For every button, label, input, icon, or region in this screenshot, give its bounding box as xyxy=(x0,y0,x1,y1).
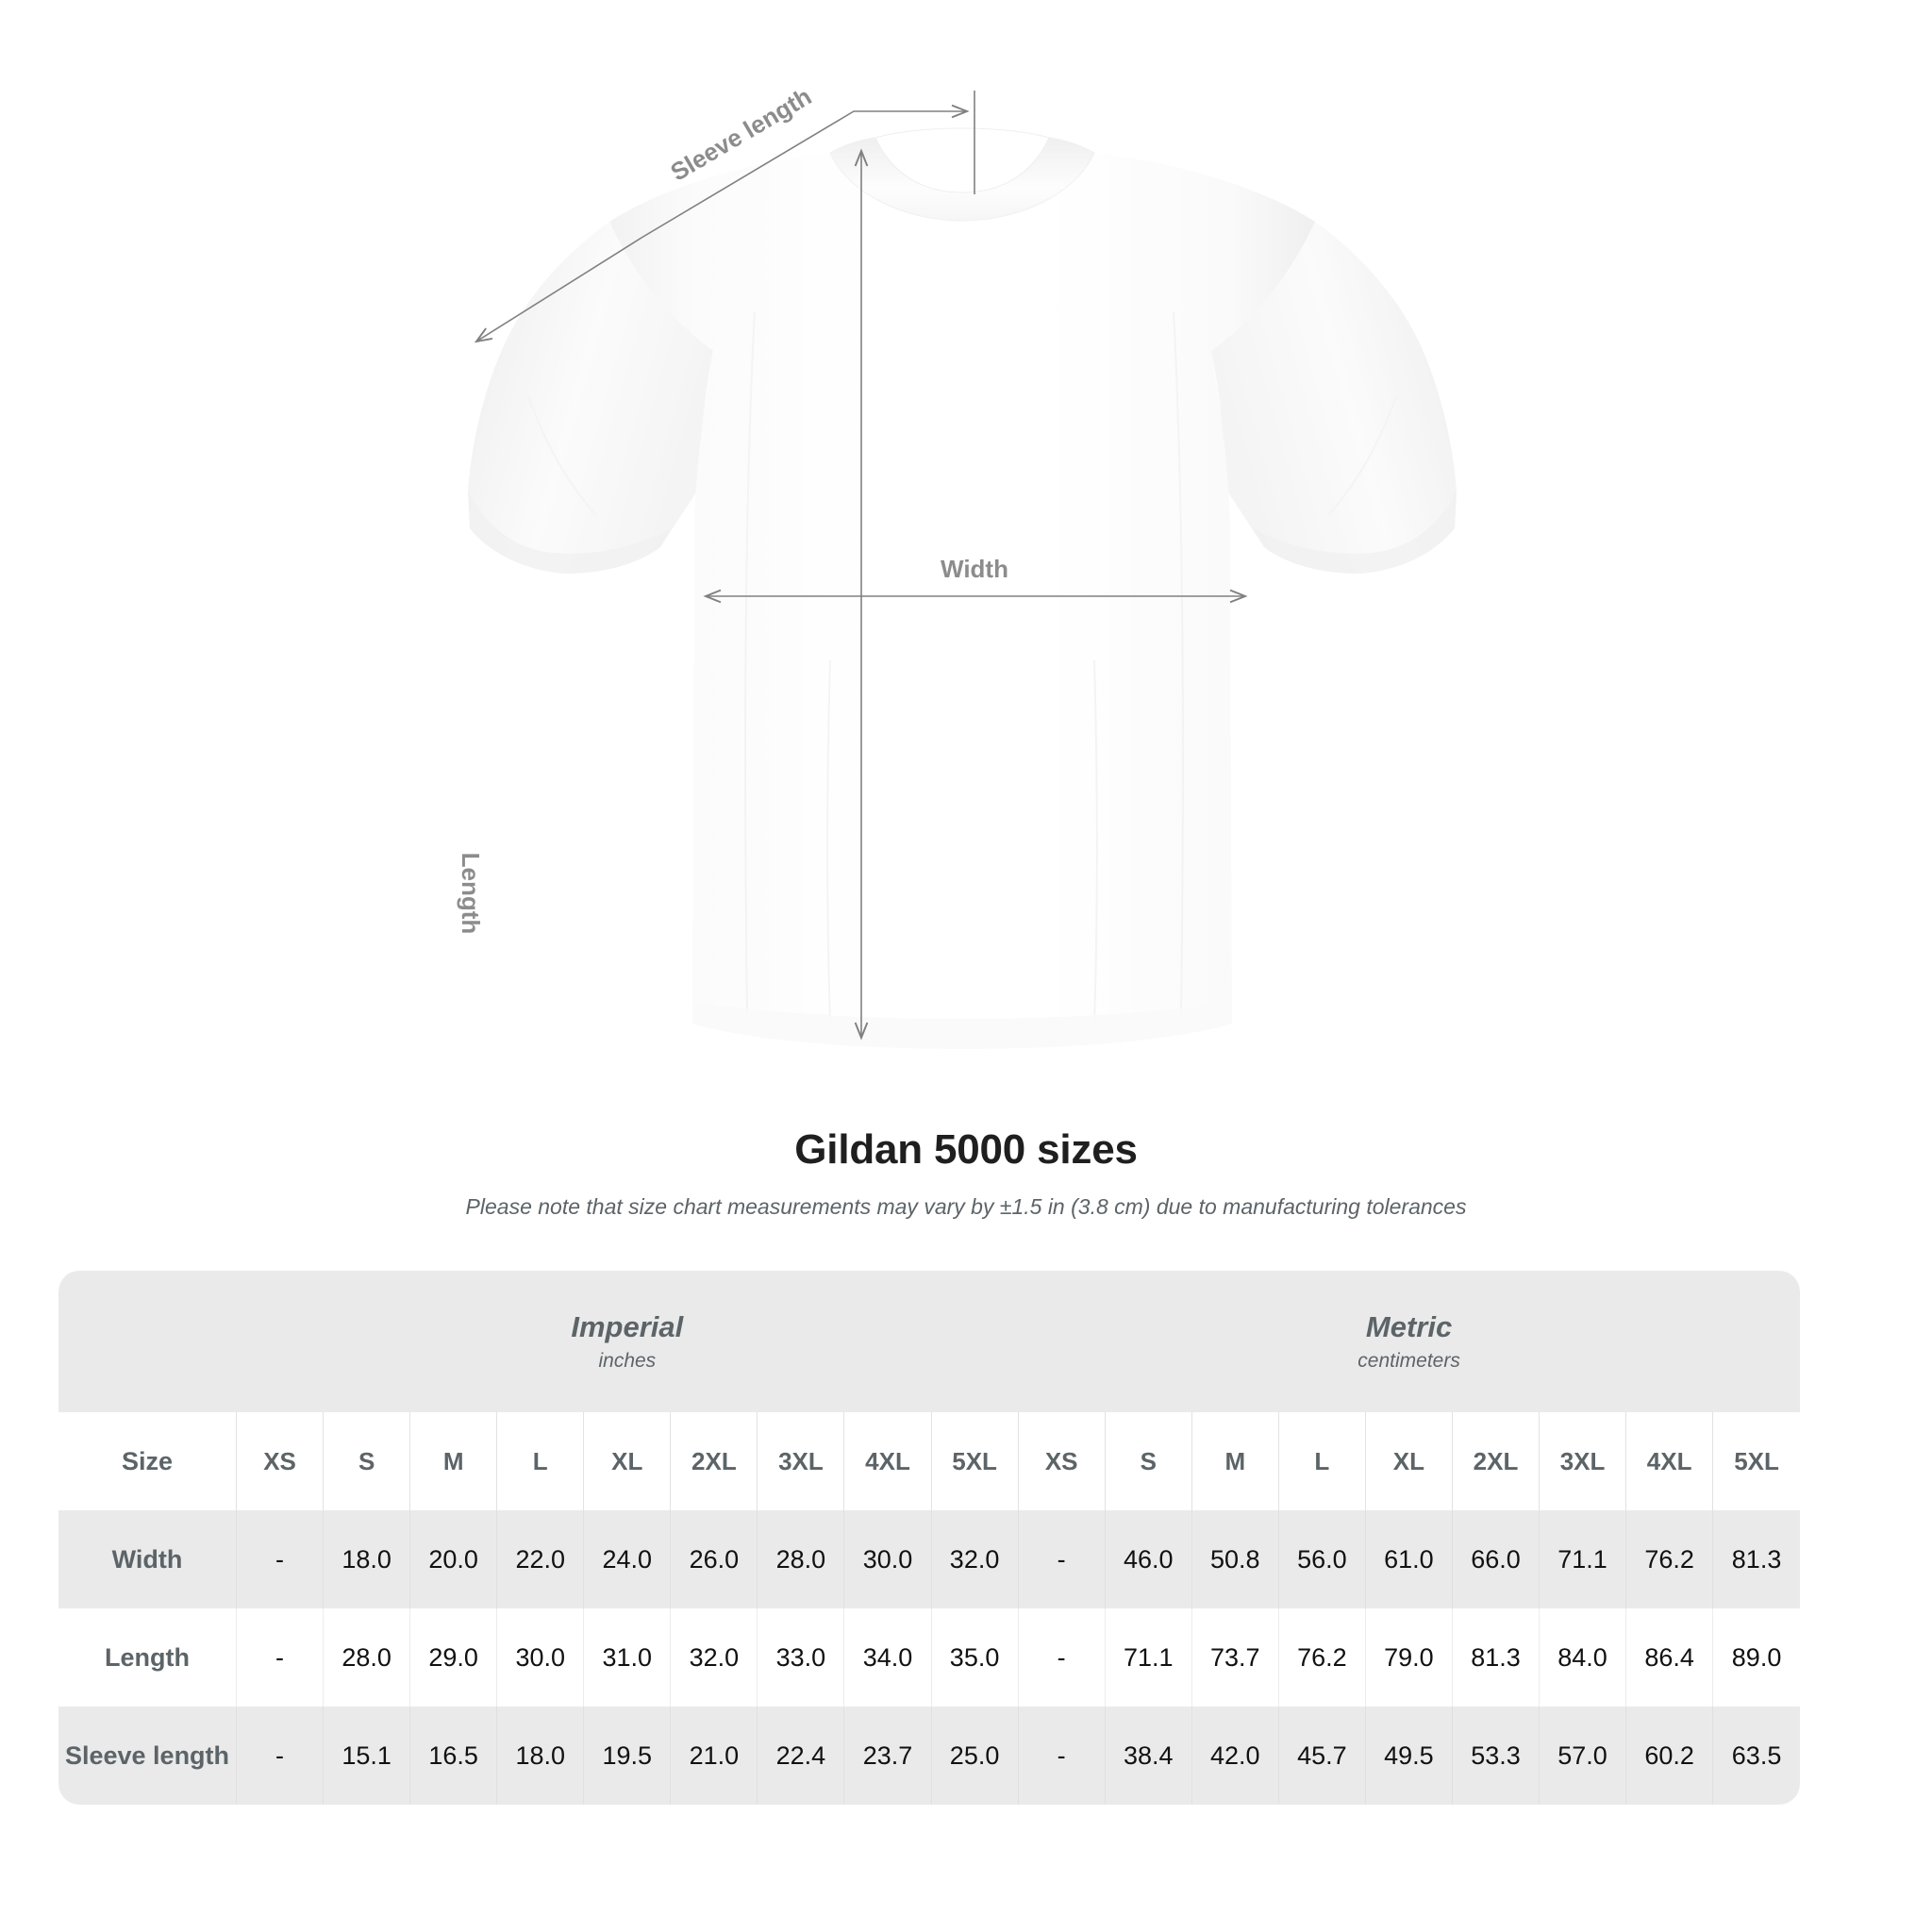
cell-imperial: 33.0 xyxy=(757,1608,844,1707)
size-header-2xl: 2XL xyxy=(670,1412,758,1510)
cell-imperial: 25.0 xyxy=(930,1707,1019,1805)
page-title: Gildan 5000 sizes xyxy=(794,1126,1138,1173)
size-header-label: Size xyxy=(58,1412,237,1510)
cell-imperial: 34.0 xyxy=(843,1608,932,1707)
cell-metric: 57.0 xyxy=(1539,1707,1626,1805)
row-label: Length xyxy=(58,1608,237,1707)
cell-imperial: 24.0 xyxy=(583,1510,671,1608)
cell-imperial: 21.0 xyxy=(670,1707,758,1805)
unit-group-imperial: Imperial inches xyxy=(236,1271,1019,1412)
cell-metric: 76.2 xyxy=(1277,1608,1366,1707)
cell-metric: 71.1 xyxy=(1539,1510,1626,1608)
cell-metric: 71.1 xyxy=(1104,1608,1192,1707)
unit-sub: centimeters xyxy=(1357,1349,1460,1372)
cell-imperial: 35.0 xyxy=(930,1608,1019,1707)
cell-imperial: 30.0 xyxy=(843,1510,932,1608)
table-row: Length -28.0 29.0 30.0 31.0 32.0 33.0 34.0 35.0-… xyxy=(58,1608,1800,1707)
cell-imperial: 23.7 xyxy=(843,1707,932,1805)
cell-imperial: 22.4 xyxy=(757,1707,844,1805)
cell-imperial: 20.0 xyxy=(409,1510,497,1608)
cell-metric: 79.0 xyxy=(1364,1608,1453,1707)
size-header-3xl: 3XL xyxy=(1539,1412,1626,1510)
cell-metric: 66.0 xyxy=(1451,1510,1540,1608)
length-label: Length xyxy=(457,853,485,935)
size-header-l: L xyxy=(496,1412,584,1510)
row-label: Sleeve length xyxy=(58,1707,237,1805)
tshirt-illustration: Sleeve length Length Width xyxy=(457,82,1457,1049)
dimension-lines xyxy=(474,91,1248,1041)
size-header-2xl: 2XL xyxy=(1451,1412,1540,1510)
size-header-5xl: 5XL xyxy=(1712,1412,1800,1510)
cell-metric: - xyxy=(1017,1608,1106,1707)
size-table-container: Imperial inches Metric centimeters Size XS S M L… xyxy=(58,1271,1800,1805)
size-header-5xl: 5XL xyxy=(930,1412,1019,1510)
cell-imperial: 22.0 xyxy=(496,1510,584,1608)
size-header-4xl: 4XL xyxy=(843,1412,932,1510)
cell-metric: 81.3 xyxy=(1451,1608,1540,1707)
size-header-m: M xyxy=(1191,1412,1279,1510)
table-corner-cell xyxy=(58,1271,237,1412)
unit-sub: inches xyxy=(598,1349,657,1372)
cell-metric: 81.3 xyxy=(1712,1510,1800,1608)
cell-metric: 46.0 xyxy=(1104,1510,1192,1608)
cell-metric: 45.7 xyxy=(1277,1707,1366,1805)
cell-metric: - xyxy=(1017,1707,1106,1805)
cell-imperial: 18.0 xyxy=(323,1510,410,1608)
chart-heading: Gildan 5000 sizes Please note that size … xyxy=(0,1126,1932,1221)
cell-imperial: 18.0 xyxy=(496,1707,584,1805)
table-row: Width -18.0 20.0 22.0 24.0 26.0 28.0 30.0 32.0-4… xyxy=(58,1510,1800,1608)
cell-imperial: 32.0 xyxy=(930,1510,1019,1608)
cell-metric: 53.3 xyxy=(1451,1707,1540,1805)
cell-imperial: 28.0 xyxy=(757,1510,844,1608)
cell-metric: 63.5 xyxy=(1712,1707,1800,1805)
size-header-xs: XS xyxy=(1017,1412,1106,1510)
tolerance-note: Please note that size chart measurements… xyxy=(465,1194,1467,1220)
size-header-3xl: 3XL xyxy=(757,1412,844,1510)
cell-imperial: 26.0 xyxy=(670,1510,758,1608)
size-header-l: L xyxy=(1277,1412,1366,1510)
size-header-xs: XS xyxy=(236,1412,324,1510)
size-table: Imperial inches Metric centimeters Size XS S M L… xyxy=(58,1271,1800,1805)
cell-imperial: 32.0 xyxy=(670,1608,758,1707)
cell-metric: - xyxy=(1017,1510,1106,1608)
size-header-s: S xyxy=(323,1412,410,1510)
cell-metric: 61.0 xyxy=(1364,1510,1453,1608)
cell-metric: 86.4 xyxy=(1625,1608,1713,1707)
cell-imperial: - xyxy=(236,1608,324,1707)
cell-imperial: 19.5 xyxy=(583,1707,671,1805)
size-header-xl: XL xyxy=(1364,1412,1453,1510)
cell-metric: 73.7 xyxy=(1191,1608,1279,1707)
table-row: Sleeve length -15.1 16.5 18.0 19.5 21.0 22.4 23… xyxy=(58,1707,1800,1805)
cell-metric: 50.8 xyxy=(1191,1510,1279,1608)
cell-metric: 60.2 xyxy=(1625,1707,1713,1805)
unit-name: Metric xyxy=(1365,1310,1453,1344)
unit-name: Imperial xyxy=(571,1310,684,1344)
size-header-4xl: 4XL xyxy=(1625,1412,1713,1510)
cell-metric: 38.4 xyxy=(1104,1707,1192,1805)
cell-metric: 42.0 xyxy=(1191,1707,1279,1805)
cell-imperial: 15.1 xyxy=(323,1707,410,1805)
cell-metric: 76.2 xyxy=(1625,1510,1713,1608)
cell-imperial: 28.0 xyxy=(323,1608,410,1707)
cell-metric: 89.0 xyxy=(1712,1608,1800,1707)
cell-imperial: 31.0 xyxy=(583,1608,671,1707)
size-header-m: M xyxy=(409,1412,497,1510)
cell-metric: 49.5 xyxy=(1364,1707,1453,1805)
cell-imperial: - xyxy=(236,1510,324,1608)
cell-metric: 56.0 xyxy=(1277,1510,1366,1608)
width-label: Width xyxy=(941,555,1008,583)
cell-imperial: 16.5 xyxy=(409,1707,497,1805)
cell-imperial: - xyxy=(236,1707,324,1805)
cell-imperial: 29.0 xyxy=(409,1608,497,1707)
cell-imperial: 30.0 xyxy=(496,1608,584,1707)
unit-group-metric: Metric centimeters xyxy=(1018,1271,1800,1412)
cell-metric: 84.0 xyxy=(1539,1608,1626,1707)
tshirt-graphic xyxy=(468,127,1457,1049)
size-header-xl: XL xyxy=(583,1412,671,1510)
row-label: Width xyxy=(58,1510,237,1608)
size-header-row: Size XS S M L XL 2XL 3XL 4XL 5XL XS S M L XL 2XL 3XL 4XL 5… xyxy=(58,1412,1800,1510)
unit-header-row: Imperial inches Metric centimeters xyxy=(58,1271,1800,1412)
size-header-s: S xyxy=(1104,1412,1192,1510)
